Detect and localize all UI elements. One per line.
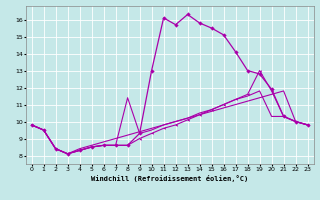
X-axis label: Windchill (Refroidissement éolien,°C): Windchill (Refroidissement éolien,°C) (91, 175, 248, 182)
